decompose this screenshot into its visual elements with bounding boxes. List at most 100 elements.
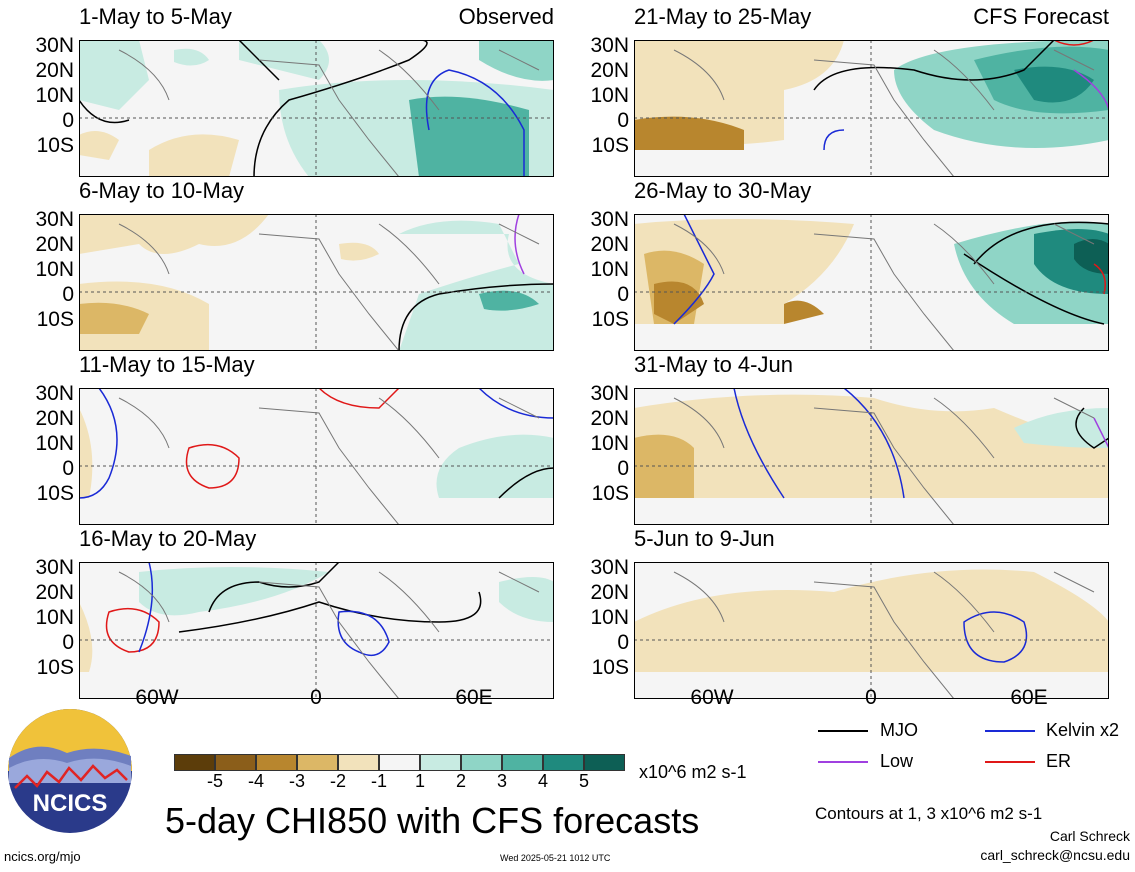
panel-7: 31-May to 4-Jun (634, 352, 1109, 525)
lat-tick: 0 (62, 631, 74, 654)
lat-tick: 0 (62, 283, 74, 306)
map-panel-6 (634, 214, 1109, 351)
lon-tick-0-left: 0 (310, 686, 322, 709)
colorbar-swatch (338, 754, 379, 771)
colorbar-swatch (174, 754, 215, 771)
lon-tick-60e-right: 60E (1010, 686, 1048, 709)
panel-4: 16-May to 20-May (79, 526, 554, 699)
colorbar-swatch (461, 754, 502, 771)
legend-line-kelvin (985, 730, 1035, 732)
lat-tick: 0 (617, 283, 629, 306)
colorbar-label: 4 (537, 771, 548, 791)
colorbar-label: -3 (288, 771, 305, 791)
lat-tick: 20N (590, 59, 629, 82)
map-panel-3 (79, 388, 554, 525)
panel-title: 11-May to 15-May (79, 352, 255, 377)
lat-tick: 10N (590, 84, 629, 107)
lat-tick: 10N (35, 606, 74, 629)
colorbar-label: 1 (414, 771, 425, 791)
colorbar-swatch (502, 754, 543, 771)
figure-title: 5-day CHI850 with CFS forecasts (165, 800, 700, 841)
lat-tick: 20N (35, 581, 74, 604)
lat-tick: 10S (36, 482, 74, 505)
colorbar-label: -1 (370, 771, 387, 791)
panel-title: 26-May to 30-May (634, 178, 812, 203)
colorbar-swatch (215, 754, 256, 771)
colorbar-label: 5 (578, 771, 589, 791)
panel-5: 21-May to 25-May CFS Forecast (634, 4, 1109, 177)
colorbar-swatch (543, 754, 584, 771)
lat-tick: 0 (617, 631, 629, 654)
legend-line-er (985, 761, 1035, 763)
colorbar-label: 2 (455, 771, 466, 791)
lat-tick: 10N (590, 432, 629, 455)
lat-tick: 30N (35, 556, 74, 579)
map-panel-1 (79, 40, 554, 177)
contours-note: Contours at 1, 3 x10^6 m2 s-1 (815, 804, 1043, 823)
lat-tick: 10S (36, 308, 74, 331)
lat-tick: 30N (590, 208, 629, 231)
lon-tick-60w-right: 60W (690, 686, 734, 709)
legend-label-kelvin: Kelvin x2 (1046, 720, 1120, 740)
lat-tick: 0 (62, 109, 74, 132)
panel-title: 21-May to 25-May (634, 4, 812, 29)
legend-line-low (818, 761, 868, 763)
colorbar-units: x10^6 m2 s-1 (639, 762, 747, 782)
lat-tick: 20N (590, 407, 629, 430)
map-panel-2 (79, 214, 554, 351)
legend-label-low: Low (880, 751, 914, 771)
logo-text: NCICS (33, 790, 108, 817)
lat-tick: 0 (617, 109, 629, 132)
lat-tick: 10N (35, 432, 74, 455)
panel-title: 6-May to 10-May (79, 178, 245, 203)
panel-title: 5-Jun to 9-Jun (634, 526, 775, 551)
lat-tick: 20N (590, 581, 629, 604)
lat-tick: 10N (590, 606, 629, 629)
panel-title: 31-May to 4-Jun (634, 352, 793, 377)
colorbar-label: -5 (206, 771, 223, 791)
lat-tick: 10S (591, 482, 629, 505)
lat-tick: 10S (591, 308, 629, 331)
colorbar-swatch (256, 754, 297, 771)
panel-2: 6-May to 10-May (79, 178, 554, 351)
lat-tick: 20N (590, 233, 629, 256)
lat-tick: 30N (590, 556, 629, 579)
panel-8: 5-Jun to 9-Jun (634, 526, 1109, 699)
lat-tick: 20N (35, 59, 74, 82)
lat-tick: 30N (590, 382, 629, 405)
lat-tick: 10N (590, 258, 629, 281)
panel-title: 16-May to 20-May (79, 526, 257, 551)
map-panel-7 (634, 388, 1109, 525)
panel-1: 1-May to 5-May Observed (79, 4, 554, 177)
legend-line-mjo (818, 730, 868, 732)
colorbar-swatch (297, 754, 338, 771)
lat-tick: 10N (35, 84, 74, 107)
colorbar-swatch (584, 754, 625, 771)
lat-tick: 20N (35, 233, 74, 256)
panel-6: 26-May to 30-May (634, 178, 1109, 351)
lat-tick: 30N (35, 34, 74, 57)
lat-tick: 0 (617, 457, 629, 480)
lat-tick: 30N (35, 208, 74, 231)
lat-tick: 10S (36, 134, 74, 157)
panel-label: CFS Forecast (973, 4, 1109, 29)
lon-tick-60e-left: 60E (455, 686, 493, 709)
legend-label-mjo: MJO (880, 720, 918, 740)
panel-title: 1-May to 5-May (79, 4, 232, 29)
lat-tick: 30N (590, 34, 629, 57)
lat-tick: 20N (35, 407, 74, 430)
colorbar-label: -2 (329, 771, 346, 791)
lat-tick: 10N (35, 258, 74, 281)
map-panel-8 (634, 562, 1109, 699)
author: Carl Schreck (1049, 828, 1130, 844)
lon-tick-60w-left: 60W (135, 686, 179, 709)
lat-tick: 10S (591, 656, 629, 679)
panel-label: Observed (458, 4, 554, 29)
site-link[interactable]: ncics.org/mjo (4, 849, 81, 864)
lat-tick: 10S (591, 134, 629, 157)
map-panel-5 (634, 40, 1109, 177)
lat-tick: 30N (35, 382, 74, 405)
colorbar-swatch (420, 754, 461, 771)
ncics-logo: NCICS (8, 709, 132, 833)
legend-label-er: ER (1046, 751, 1072, 771)
